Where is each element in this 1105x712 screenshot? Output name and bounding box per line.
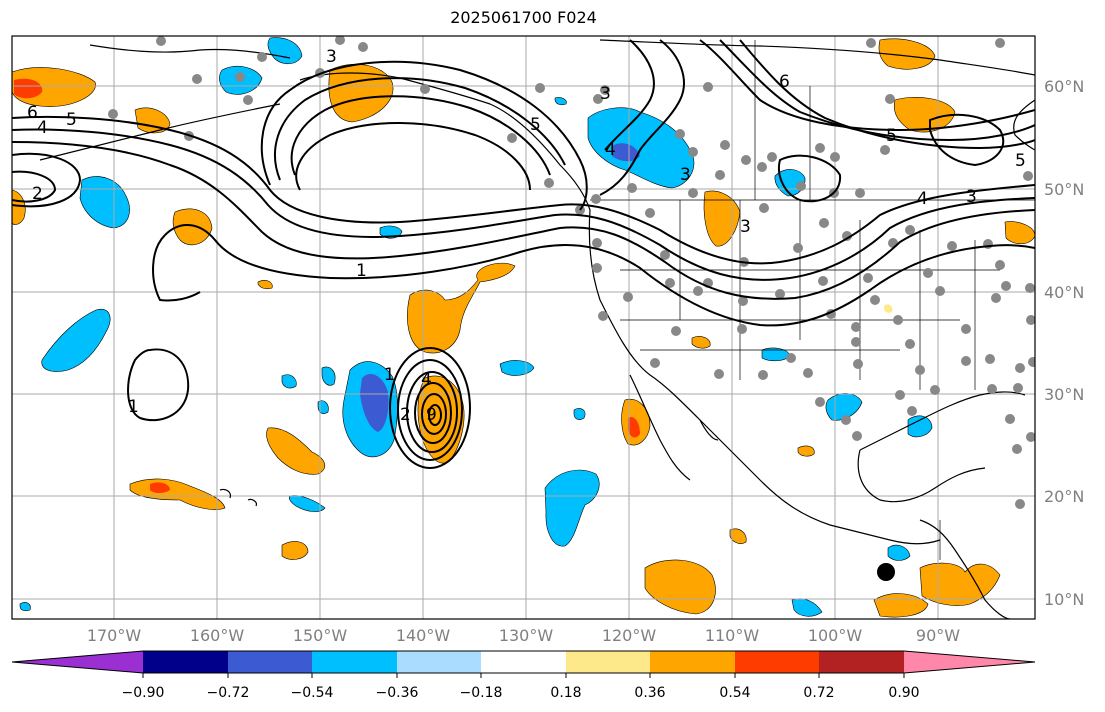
colorbar-tick-label: −0.90	[122, 685, 165, 701]
colorbar: −0.90 −0.72 −0.54 −0.36 −0.18 0.18 0.36 …	[11, 650, 1036, 701]
lat-label: 10°N	[1044, 590, 1084, 609]
warm-strong-regions	[14, 78, 640, 493]
colorbar-cell	[566, 651, 650, 673]
lon-label: 150°W	[293, 626, 348, 645]
contour-label: 3	[600, 84, 611, 104]
lon-label: 100°W	[808, 626, 863, 645]
contour-label: 6	[27, 103, 38, 123]
map-frame	[11, 35, 1036, 620]
lon-label: 120°W	[602, 626, 657, 645]
storm-center-marker	[877, 563, 895, 581]
contour-label: 2	[400, 405, 411, 425]
longitude-labels: 170°W 160°W 150°W 140°W 130°W 120°W 110°…	[87, 626, 960, 645]
lat-label: 40°N	[1044, 283, 1084, 302]
state-borders	[590, 40, 1035, 560]
contour-label: 5	[530, 115, 541, 135]
contour-label: 4	[605, 140, 616, 160]
contour-label: 4	[37, 118, 48, 138]
colorbar-cells	[11, 650, 1036, 674]
colorbar-cell	[904, 651, 1035, 673]
lon-label: 110°W	[705, 626, 760, 645]
colorbar-tick-label: −0.18	[460, 685, 503, 701]
lon-label: 90°W	[916, 626, 960, 645]
colorbar-cell	[397, 651, 481, 673]
colorbar-cell	[735, 651, 819, 673]
coastlines	[39, 39, 1035, 619]
contour-label: 5	[886, 126, 897, 146]
lon-label: 170°W	[87, 626, 142, 645]
colorbar-cell	[143, 651, 228, 673]
colorbar-cell	[312, 651, 397, 673]
contour-label: 1	[356, 261, 367, 281]
lon-label: 130°W	[499, 626, 554, 645]
colorbar-tick-label: −0.36	[376, 685, 419, 701]
contour-label: 5	[66, 110, 77, 130]
contour-label-group: 6 4 5 2 3 1 1 3 5 3 6 5 4 3 5 4 3 4 1 2 …	[27, 47, 1026, 425]
colorbar-tick-label: 0.36	[634, 685, 665, 701]
colorbar-cell	[819, 651, 904, 673]
lat-label: 20°N	[1044, 487, 1084, 506]
colorbar-cell	[481, 651, 566, 673]
colorbar-cell	[12, 651, 143, 673]
contour-label: 1	[384, 365, 395, 385]
latitude-labels: 60°N 50°N 40°N 30°N 20°N 10°N	[1044, 77, 1084, 609]
colorbar-tick-label: 0.72	[803, 685, 834, 701]
contour-label: 3	[740, 217, 751, 237]
contour-label: 1	[128, 397, 139, 417]
colorbar-cell	[650, 651, 735, 673]
contour-label: 9	[426, 405, 437, 425]
colorbar-tick-label: −0.54	[291, 685, 334, 701]
contour-label: 6	[779, 72, 790, 92]
colorbar-tick-label: 0.54	[719, 685, 750, 701]
colorbar-ticks	[142, 673, 905, 678]
contour-label: 3	[680, 165, 691, 185]
colorbar-tick-label: −0.72	[207, 685, 250, 701]
contour-label: 2	[32, 184, 43, 204]
colorbar-tick-label: 0.90	[888, 685, 919, 701]
contour-label: 3	[326, 47, 337, 67]
contour-lines	[12, 39, 1035, 469]
graticule	[12, 36, 1035, 619]
contour-label: 4	[917, 189, 928, 209]
cold-strong-regions	[360, 143, 640, 432]
map-title: 2025061700 F024	[450, 8, 597, 27]
colorbar-cell	[228, 651, 312, 673]
contour-label: 3	[966, 187, 977, 207]
map-area	[12, 36, 1035, 619]
contour-label: 4	[421, 370, 432, 390]
lat-label: 50°N	[1044, 180, 1084, 199]
colorbar-tick-label: 0.18	[550, 685, 581, 701]
lon-label: 140°W	[396, 626, 451, 645]
lat-label: 30°N	[1044, 385, 1084, 404]
lon-label: 160°W	[190, 626, 245, 645]
contour-label: 5	[1015, 151, 1026, 171]
warm-light-regions	[884, 304, 893, 313]
lat-label: 60°N	[1044, 77, 1084, 96]
